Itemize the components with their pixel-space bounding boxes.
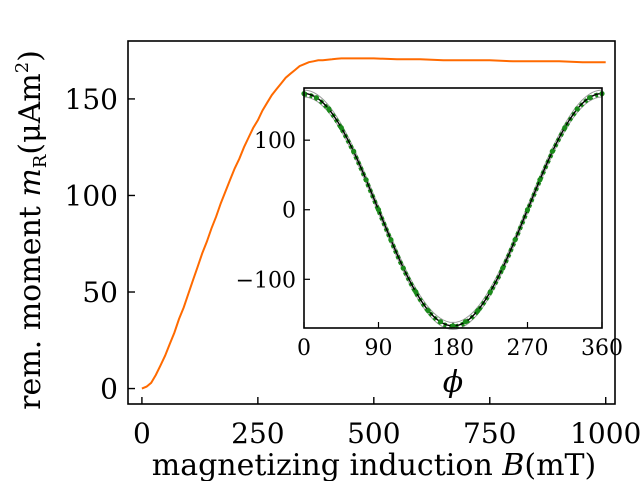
main-y-tick-label: 100 xyxy=(65,179,118,212)
inset-data-point xyxy=(512,237,518,243)
main-y-ticks: 0 50 100 150 xyxy=(65,83,135,406)
inset-data-point xyxy=(400,265,406,271)
inset-y-tick-label: −100 xyxy=(236,268,296,293)
main-x-axis-label-pre: magnetizing induction xyxy=(152,448,503,481)
inset-data-point xyxy=(524,207,531,213)
inset-data-point xyxy=(475,308,481,314)
main-plot-frame xyxy=(127,40,616,405)
inset-x-tick-label: 90 xyxy=(365,336,393,361)
inset-data-point xyxy=(438,319,444,325)
inset-data-point xyxy=(425,308,431,314)
main-y-axis-label-var: m xyxy=(13,168,48,196)
inset-data-points xyxy=(301,91,605,329)
inset-y-tick-label: 0 xyxy=(282,199,296,224)
inset-data-point xyxy=(487,289,493,295)
main-y-axis-label-sup: 2 xyxy=(12,62,33,73)
inset-data-point xyxy=(574,106,580,112)
inset-x-tick-label: 270 xyxy=(507,336,549,361)
inset-data-point xyxy=(562,125,568,131)
main-y-tick-label: 150 xyxy=(65,83,118,116)
inset-x-ticks: 0 90 180 270 360 xyxy=(297,322,623,361)
inset-plot-background xyxy=(304,88,602,328)
main-x-tick-label: 750 xyxy=(463,417,516,450)
inset-data-point xyxy=(537,177,543,183)
inset-data-point xyxy=(413,289,419,295)
main-y-axis-label-close: ) xyxy=(13,50,48,62)
inset-data-point xyxy=(363,177,369,183)
inset-y-ticks: −100 0 100 xyxy=(236,129,310,293)
inset-data-point xyxy=(587,95,593,101)
inset-data-point xyxy=(462,319,468,325)
main-x-axis-label-post: (mT) xyxy=(524,448,596,481)
main-x-axis-label: magnetizing induction B(mT) xyxy=(152,448,596,481)
inset-x-tick-label: 180 xyxy=(432,336,474,361)
main-x-tick-label: 1000 xyxy=(570,417,640,450)
inset-data-point xyxy=(338,125,344,131)
main-x-axis-label-var: B xyxy=(501,448,524,481)
main-y-tick-label: 0 xyxy=(100,373,118,406)
main-x-tick-label: 250 xyxy=(231,417,284,450)
inset-x-tick-label: 0 xyxy=(297,336,311,361)
inset-plot-frame xyxy=(303,87,603,329)
main-y-tick-label: 50 xyxy=(82,276,118,309)
inset-y-tick-label: 100 xyxy=(254,129,296,154)
main-x-ticks: 0 250 500 750 1000 xyxy=(133,397,640,450)
inset-data-point xyxy=(313,95,319,101)
main-y-axis-label-sub: R xyxy=(30,154,51,168)
main-x-tick-label: 0 xyxy=(133,417,151,450)
inset-fit-envelope-upper xyxy=(303,89,603,323)
inset-data-point xyxy=(375,207,382,213)
inset-data-point xyxy=(388,237,394,243)
inset-data-point xyxy=(500,265,506,271)
inset-data-point xyxy=(351,148,357,154)
main-y-axis-label: rem. moment mR(μAm2) xyxy=(12,50,51,410)
inset-data-point xyxy=(326,106,332,112)
inset-x-tick-label: 360 xyxy=(581,336,623,361)
main-x-tick-label: 500 xyxy=(347,417,400,450)
inset-x-axis-label: ϕ xyxy=(443,365,463,400)
main-y-axis-label-post: (μAm xyxy=(13,73,48,154)
main-y-axis-label-pre: rem. moment xyxy=(13,197,48,410)
inset-fit-envelope-lower xyxy=(303,96,603,330)
inset-data-point xyxy=(549,148,555,154)
main-series-line xyxy=(141,57,606,390)
